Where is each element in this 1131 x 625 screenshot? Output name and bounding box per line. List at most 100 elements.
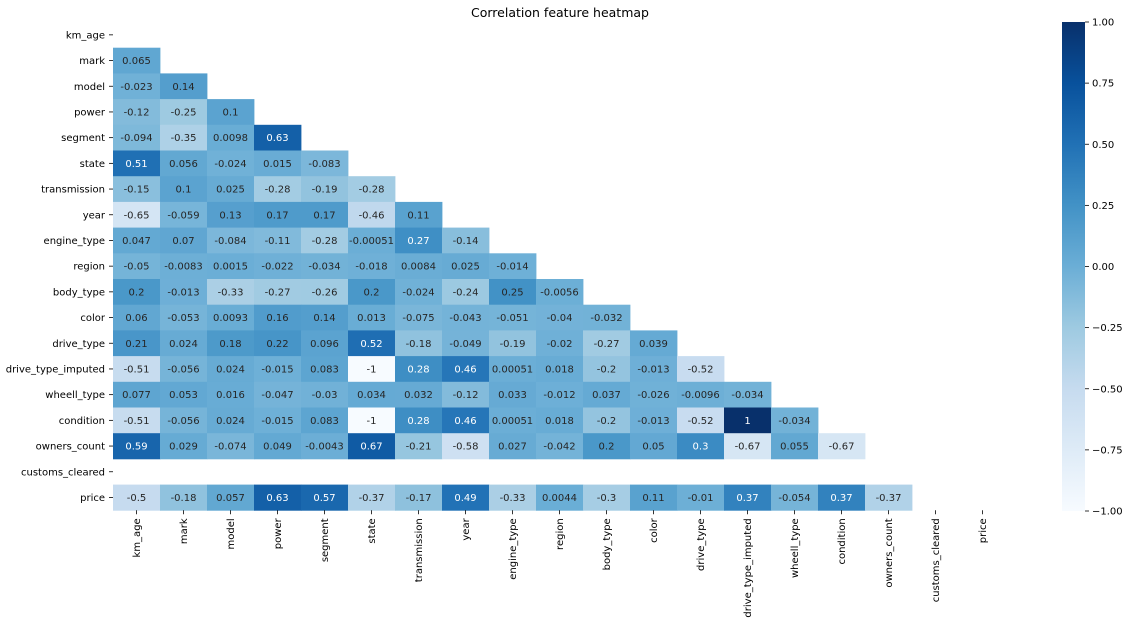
- heatmap-cell: [207, 150, 255, 177]
- x-tick-label: wheell_type: [790, 518, 801, 578]
- cell-value-label: 0.016: [216, 390, 245, 401]
- cell-value-label: 0.22: [266, 339, 288, 350]
- cell-value-label: 0.0015: [213, 262, 248, 273]
- cell-value-label: 0.057: [216, 493, 245, 504]
- x-tick-label: customs_cleared: [931, 518, 942, 602]
- heatmap-cell: [160, 407, 208, 434]
- heatmap-cell: [113, 433, 161, 460]
- cell-value-label: 0.25: [501, 287, 523, 298]
- heatmap-cell: [207, 176, 255, 203]
- heatmap-cell: [395, 330, 443, 357]
- heatmap-cell: [254, 304, 302, 331]
- heatmap-cell: [301, 176, 349, 203]
- cell-value-label: -0.0043: [305, 442, 344, 453]
- heatmap-cell: [442, 227, 490, 254]
- heatmap-cell: [395, 356, 443, 383]
- cell-value-label: -0.19: [312, 185, 338, 196]
- heatmap-cell: [160, 227, 208, 254]
- cell-value-label: 0.28: [407, 416, 429, 427]
- cell-value-label: 0.055: [780, 442, 809, 453]
- heatmap-cell: [113, 253, 161, 280]
- heatmap-cell: [160, 356, 208, 383]
- cell-value-label: -0.024: [402, 287, 434, 298]
- heatmap-cell: [395, 381, 443, 408]
- heatmap-cell: [536, 381, 584, 408]
- heatmap-cell: [395, 279, 443, 306]
- cell-value-label: -0.52: [688, 416, 714, 427]
- cell-value-label: 0.024: [169, 339, 198, 350]
- heatmap-cell: [207, 253, 255, 280]
- heatmap-cell: [395, 433, 443, 460]
- heatmap-cells: 0.065 -0.023 0.14 -0.12 -0.25 0.1 -0.094 -0.35 0…: [113, 47, 913, 511]
- colorbar-gradient: [1062, 22, 1085, 511]
- cell-value-label: -0.047: [261, 390, 293, 401]
- x-tick-label: segment: [320, 518, 331, 562]
- cell-value-label: 0.096: [310, 339, 339, 350]
- heatmap-cell: [160, 304, 208, 331]
- heatmap-cell: [301, 407, 349, 434]
- heatmap-cell: [348, 381, 396, 408]
- heatmap-cell: [771, 407, 819, 434]
- heatmap-cell: [207, 304, 255, 331]
- heatmap-cell: [113, 484, 161, 511]
- heatmap-cell: [301, 381, 349, 408]
- cell-value-label: 0.17: [313, 210, 335, 221]
- heatmap-cell: [254, 150, 302, 177]
- x-tick-label: model: [226, 518, 237, 549]
- heatmap-cell: [395, 201, 443, 228]
- cell-value-label: -0.094: [120, 133, 152, 144]
- heatmap-cell: [677, 484, 725, 511]
- heatmap-cell: [207, 279, 255, 306]
- heatmap-cell: [160, 176, 208, 203]
- cell-value-label: -0.33: [500, 493, 526, 504]
- cell-value-label: 0.013: [357, 313, 386, 324]
- heatmap-cell: [442, 279, 490, 306]
- cell-value-label: 0.024: [216, 364, 245, 375]
- heatmap-cell: [395, 484, 443, 511]
- y-tick-label: customs_cleared: [21, 467, 105, 478]
- cell-value-label: -0.075: [402, 313, 434, 324]
- heatmap-cell: [301, 304, 349, 331]
- cell-value-label: 0.2: [599, 442, 615, 453]
- x-tick-label: drive_type_imputed: [743, 518, 754, 617]
- x-tick-label: condition: [837, 518, 848, 564]
- x-tick-label: body_type: [602, 518, 613, 570]
- cell-value-label: 0.2: [364, 287, 380, 298]
- x-tick-label: state: [367, 518, 378, 543]
- heatmap-cell: [536, 356, 584, 383]
- colorbar-tick-label: −1.00: [1092, 507, 1123, 518]
- cell-value-label: -0.14: [453, 236, 479, 247]
- heatmap-cell: [113, 227, 161, 254]
- cell-value-label: 0.037: [592, 390, 621, 401]
- cell-value-label: 0.029: [169, 442, 198, 453]
- heatmap-cell: [583, 330, 631, 357]
- heatmap-cell: [489, 356, 537, 383]
- cell-value-label: 0.083: [310, 364, 339, 375]
- cell-value-label: -0.01: [688, 493, 714, 504]
- cell-value-label: -0.46: [359, 210, 385, 221]
- x-tick-label: km_age: [132, 518, 143, 557]
- cell-value-label: 0.63: [266, 133, 288, 144]
- x-tick-label: price: [978, 518, 989, 543]
- heatmap-cell: [207, 356, 255, 383]
- heatmap-cell: [395, 253, 443, 280]
- colorbar-tick-label: −0.50: [1092, 384, 1123, 395]
- heatmap-cell: [583, 407, 631, 434]
- cell-value-label: -0.0056: [540, 287, 579, 298]
- heatmap-cell: [207, 484, 255, 511]
- cell-value-label: -0.083: [308, 159, 340, 170]
- heatmap-cell: [207, 407, 255, 434]
- cell-value-label: 0.13: [219, 210, 241, 221]
- cell-value-label: 0.46: [454, 364, 476, 375]
- cell-value-label: -0.25: [171, 107, 197, 118]
- cell-value-label: 0.049: [263, 442, 292, 453]
- cell-value-label: -0.27: [594, 339, 620, 350]
- cell-value-label: -0.33: [218, 287, 244, 298]
- y-tick-label: km_age: [66, 30, 105, 41]
- cell-value-label: 0.0044: [542, 493, 577, 504]
- cell-value-label: 0.21: [125, 339, 147, 350]
- heatmap-cell: [207, 99, 255, 126]
- heatmap-cell: [583, 304, 631, 331]
- cell-value-label: 0.14: [172, 82, 194, 93]
